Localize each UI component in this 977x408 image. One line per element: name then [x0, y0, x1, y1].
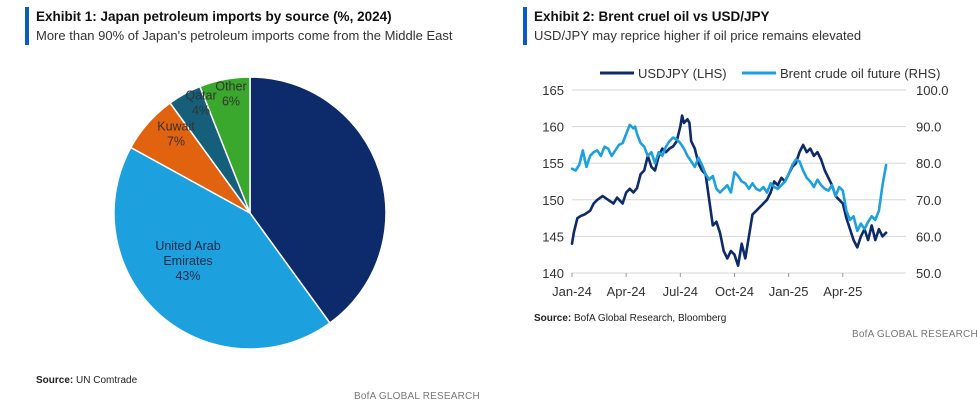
pie-label-line: 43% — [175, 269, 200, 283]
pie-label-saudi-arabia: Saudi Arabia 40% — [385, 179, 456, 208]
y-left-tick-label: 165 — [542, 83, 564, 98]
pie-label-united-arab-emirates: United Arab Emirates 43% — [155, 239, 220, 283]
pie-label-line: Other — [215, 80, 246, 94]
exhibit-2-subtitle: USD/JPY may reprice higher if oil price … — [534, 28, 862, 43]
pie-label-line: Kuwait — [157, 120, 195, 134]
pie-slice-saudi-arabia — [249, 76, 387, 325]
exhibit-2-title: Exhibit 2: Brent cruel oil vs USD/JPY — [534, 9, 770, 24]
y-right-tick-label: 90.0 — [916, 120, 941, 135]
pie-label-line: 4% — [192, 104, 210, 118]
pie-chart: Saudi Arabia 40% United Arab Emirates 43% Kuw… — [113, 76, 456, 350]
pie-label-qatar: Qatar 4% — [185, 89, 216, 118]
exhibit-2-source: Source: BofA Global Research, Bloomberg — [534, 313, 726, 324]
x-tick-label: Jul-24 — [663, 284, 698, 299]
pie-slice-united-arab-emirates — [113, 146, 331, 350]
y-right-tick-label: 50.0 — [916, 266, 941, 281]
x-tick-label: Jan-25 — [769, 284, 809, 299]
line-chart: 140 145 150 155 160 165 50.0 60.0 70.0 80.0 90.0 10… — [542, 66, 949, 299]
x-tick-label: Apr-25 — [823, 284, 862, 299]
x-tick-label: Jan-24 — [552, 284, 592, 299]
y-right-tick-label: 80.0 — [916, 156, 941, 171]
pie-label-line: Qatar — [185, 89, 216, 103]
exhibit-2-brand: BofA GLOBAL RESEARCH — [852, 329, 977, 340]
exhibit-2-source-text: BofA Global Research, Bloomberg — [574, 313, 727, 324]
y-right-tick-label: 100.0 — [916, 83, 949, 98]
x-tick-label: Oct-24 — [715, 284, 754, 299]
pie-label-kuwait: Kuwait 7% — [157, 120, 195, 149]
exhibit-2-accent-bar — [523, 7, 527, 45]
y-left-tick-label: 145 — [542, 229, 564, 244]
exhibit-1-source-label: Source: — [36, 375, 74, 386]
y-left-tick-label: 155 — [542, 156, 564, 171]
x-tick-label: Apr-24 — [607, 284, 646, 299]
pie-label-line: 6% — [222, 95, 240, 109]
pie-label-line: Emirates — [163, 254, 212, 268]
y-left-tick-label: 160 — [542, 120, 564, 135]
exhibit-2-source-label: Source: — [534, 313, 572, 324]
y-right-tick-label: 60.0 — [916, 229, 941, 244]
y-left-tick-label: 140 — [542, 266, 564, 281]
exhibit-1-title: Exhibit 1: Japan petroleum imports by so… — [36, 9, 392, 24]
exhibit-1-source-text: UN Comtrade — [76, 375, 138, 386]
pie-label-line: Saudi Arabia — [385, 179, 456, 193]
exhibit-1-subtitle: More than 90% of Japan's petroleum impor… — [36, 28, 453, 43]
exhibit-1-brand: BofA GLOBAL RESEARCH — [354, 391, 480, 402]
legend-label-usdjpy-lhs: USDJPY (LHS) — [638, 66, 727, 81]
pie-label-line: United Arab — [155, 239, 220, 253]
exhibit-1-accent-bar — [25, 7, 29, 45]
pie-label-line: 40% — [407, 194, 432, 208]
y-right-tick-label: 70.0 — [916, 193, 941, 208]
pie-label-line: 7% — [167, 135, 185, 149]
pie-slice-other — [198, 76, 251, 214]
legend-label-brent-crude-oil-future-rhs: Brent crude oil future (RHS) — [780, 66, 940, 81]
y-left-tick-label: 150 — [542, 193, 564, 208]
pie-label-other: Other 6% — [215, 80, 246, 109]
exhibit-1-source: Source: UN Comtrade — [36, 375, 137, 386]
series-line-brent-crude-oil-future-rhs — [570, 123, 888, 233]
